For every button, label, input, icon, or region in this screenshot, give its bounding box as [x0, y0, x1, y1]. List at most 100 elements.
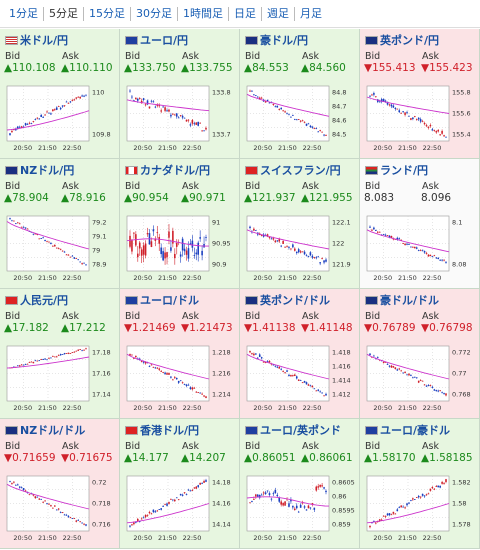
pair-title[interactable]: ユーロ/英ポンド: [245, 422, 341, 438]
pair-card[interactable]: 英ポンド/ドル Bid ▼1.41138 Ask ▼1.41148 1.418 1.416 1…: [240, 289, 360, 419]
pair-title[interactable]: NZドル/円: [5, 162, 74, 178]
pair-card[interactable]: ユーロ/ドル Bid ▼1.21469 Ask ▼1.21473 1.218 1.216 1.…: [120, 289, 240, 419]
pair-title[interactable]: 豪ドル/ドル: [365, 292, 439, 308]
pair-title[interactable]: ユーロ/ドル: [125, 292, 199, 308]
pair-card[interactable]: スイスフラン/円 Bid ▲121.937 Ask ▲121.955 122.1 122 12…: [240, 159, 360, 289]
mini-chart[interactable]: 14.18 14.16 14.14 20:50 21:50 22:50: [125, 474, 235, 544]
candle-body: [402, 243, 404, 245]
pair-card[interactable]: ランド/円 Bid 8.083 Ask 8.096 8.1 8.08 20:50 21:50 22…: [360, 159, 480, 289]
za-flag-icon: [365, 165, 378, 175]
candle-body: [20, 126, 23, 128]
candle-body: [28, 494, 31, 496]
candle-body: [158, 509, 161, 510]
pair-card[interactable]: カナダドル/円 Bid ▲90.954 Ask ▲90.971 91 90.95 90.9 20…: [120, 159, 240, 289]
mini-chart[interactable]: 79.2 79.1 79 78.9 20:50 21:50 22:50: [5, 214, 115, 284]
pair-card[interactable]: 香港ドル/円 Bid ▲14.177 Ask ▲14.207 14.18 14.16 14.1…: [120, 419, 240, 549]
tab-5[interactable]: 1時間足: [178, 6, 229, 21]
candle-body: [315, 486, 318, 491]
mini-chart[interactable]: 1.418 1.416 1.414 1.412 20:50 21:50 22:50: [245, 344, 355, 414]
candle-body: [390, 104, 393, 107]
pair-title[interactable]: 人民元/円: [5, 292, 68, 308]
candle-body: [32, 233, 35, 235]
candle-body: [421, 121, 424, 123]
mini-chart[interactable]: 0.8605 0.86 0.8595 0.859 20:50 21:50 22:50: [245, 474, 355, 544]
pair-title[interactable]: 英ポンド/ドル: [245, 292, 330, 308]
ask-value: ▼1.21473: [181, 322, 233, 334]
candle-body: [307, 384, 310, 386]
pair-title[interactable]: ユーロ/豪ドル: [365, 422, 450, 438]
candle-body: [52, 109, 54, 112]
mini-chart[interactable]: 0.772 0.77 0.768 20:50 21:50 22:50: [365, 344, 475, 414]
candle-body: [166, 252, 168, 258]
candle-body: [280, 245, 282, 247]
candle-body: [162, 372, 164, 373]
candle-body: [175, 497, 178, 499]
candle-body: [408, 502, 410, 504]
x-tick-label: 22:50: [63, 274, 82, 282]
mini-chart[interactable]: 110 109.8 20:50 21:50 22:50: [5, 84, 115, 154]
pair-card[interactable]: 豪ドル/円 Bid ▲84.553 Ask ▲84.560 84.8 84.7 84.6 84.…: [240, 29, 360, 159]
pair-title[interactable]: 英ポンド/円: [365, 32, 439, 48]
candle-body: [429, 125, 432, 127]
pair-card[interactable]: NZドル/円 Bid ▲78.904 Ask ▲78.916 79.2 79.1 79 78.9…: [0, 159, 120, 289]
mini-chart[interactable]: 8.1 8.08 20:50 21:50 22:50: [365, 214, 475, 284]
candle-body: [264, 492, 267, 495]
candle-body: [59, 512, 62, 514]
pair-name: ユーロ/ドル: [140, 294, 200, 307]
candle-body: [193, 255, 196, 256]
tab-3[interactable]: 15分足: [84, 6, 131, 21]
x-tick-label: 21:50: [278, 274, 297, 282]
mini-chart[interactable]: 1.582 1.58 1.578 20:50 21:50 22:50: [365, 474, 475, 544]
candle-body: [189, 124, 192, 126]
mini-chart[interactable]: 17.18 17.16 17.14 20:50 21:50 22:50: [5, 344, 115, 414]
candle-body: [55, 107, 58, 110]
mini-chart[interactable]: 91 90.95 90.9 20:50 21:50 22:50: [125, 214, 235, 284]
candle-body: [75, 520, 78, 522]
mini-chart[interactable]: 1.218 1.216 1.214 20:50 21:50 22:50: [125, 344, 235, 414]
pair-title[interactable]: NZドル/ドル: [5, 422, 85, 438]
candle-body: [255, 95, 257, 97]
moving-average-line: [366, 229, 450, 253]
pair-card[interactable]: ユーロ/英ポンド Bid ▲0.86051 Ask ▲0.86061 0.8605 0.86…: [240, 419, 360, 549]
moving-average-line: [246, 93, 330, 117]
candle-body: [146, 100, 149, 105]
candle-body: [317, 389, 320, 391]
tab-2[interactable]: 5分足: [44, 6, 84, 21]
candle-body: [34, 119, 37, 120]
mini-chart[interactable]: 84.8 84.7 84.6 84.5 20:50 21:50 22:50: [245, 84, 355, 154]
pair-card[interactable]: 豪ドル/ドル Bid ▼0.76789 Ask ▼0.76798 0.772 0.77 0.7…: [360, 289, 480, 419]
ask-value: ▲17.212: [61, 322, 106, 334]
tab-1[interactable]: 1分足: [4, 6, 44, 21]
pair-card[interactable]: 英ポンド/円 Bid ▼155.413 Ask ▼155.423 155.8 155.6 15…: [360, 29, 480, 159]
pair-card[interactable]: ユーロ/豪ドル Bid ▲1.58170 Ask ▲1.58185 1.582 1.58 1.…: [360, 419, 480, 549]
pair-title[interactable]: 米ドル/円: [5, 32, 68, 48]
candle-body: [260, 357, 263, 359]
pair-card[interactable]: 米ドル/円 Bid ▲110.108 Ask ▲110.110 110 109.8 20:50…: [0, 29, 120, 159]
pair-title[interactable]: スイスフラン/円: [245, 162, 341, 178]
pair-card[interactable]: NZドル/ドル Bid ▼0.71659 Ask ▼0.71675 0.72 0.718 0.…: [0, 419, 120, 549]
mini-chart[interactable]: 133.8 133.7 20:50 21:50 22:50: [125, 84, 235, 154]
tab-6[interactable]: 日足: [229, 6, 262, 21]
candle-body: [168, 231, 170, 238]
pair-title[interactable]: ユーロ/円: [125, 32, 188, 48]
y-tick-label: 122: [332, 240, 344, 248]
candle-body: [398, 110, 401, 113]
candle-body: [160, 508, 162, 510]
candle-body: [168, 109, 170, 112]
candle-body: [278, 109, 281, 110]
tab-7[interactable]: 週足: [262, 6, 295, 21]
candle-body: [303, 121, 306, 123]
pair-title[interactable]: ランド/円: [365, 162, 428, 178]
pair-title[interactable]: カナダドル/円: [125, 162, 210, 178]
tab-8[interactable]: 月足: [300, 6, 322, 20]
mini-chart[interactable]: 0.72 0.718 0.716 20:50 21:50 22:50: [5, 474, 115, 544]
pair-title[interactable]: 豪ドル/円: [245, 32, 308, 48]
tab-4[interactable]: 30分足: [131, 6, 178, 21]
pair-card[interactable]: 人民元/円 Bid ▲17.182 Ask ▲17.212 17.18 17.16 17.14…: [0, 289, 120, 419]
mini-chart[interactable]: 155.8 155.6 155.4 20:50 21:50 22:50: [365, 84, 475, 154]
candle-body: [11, 482, 13, 484]
y-tick-label: 14.18: [212, 479, 231, 487]
pair-card[interactable]: ユーロ/円 Bid ▲133.750 Ask ▲133.755 133.8 133.7 20:…: [120, 29, 240, 159]
pair-title[interactable]: 香港ドル/円: [125, 422, 199, 438]
mini-chart[interactable]: 122.1 122 121.9 20:50 21:50 22:50: [245, 214, 355, 284]
